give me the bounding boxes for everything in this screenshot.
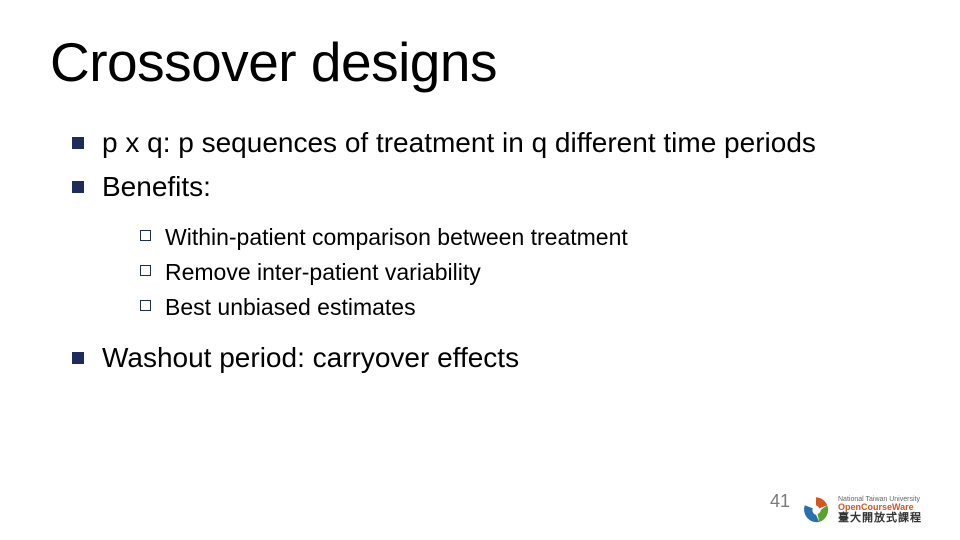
slide-title: Crossover designs xyxy=(50,30,910,94)
logo-line3: 臺大開放式課程 xyxy=(838,512,922,524)
list-item-text: Remove inter-patient variability xyxy=(165,257,481,288)
square-filled-icon xyxy=(72,137,84,149)
logo-text: National Taiwan University OpenCourseWar… xyxy=(838,496,922,525)
logo-row: National Taiwan University OpenCourseWar… xyxy=(800,494,930,526)
list-item: Benefits: xyxy=(50,168,910,206)
list-item-text: Best unbiased estimates xyxy=(165,292,416,323)
logo-line2: OpenCourseWare xyxy=(838,503,922,513)
list-item-text: Washout period: carryover effects xyxy=(102,339,519,377)
list-item: Remove inter-patient variability xyxy=(50,257,910,288)
list-item-text: Within-patient comparison between treatm… xyxy=(165,222,628,253)
bullet-list-lvl1-after: Washout period: carryover effects xyxy=(50,339,910,377)
list-item: Within-patient comparison between treatm… xyxy=(50,222,910,253)
square-filled-icon xyxy=(72,181,84,193)
ocw-logo-icon xyxy=(800,494,832,526)
square-filled-icon xyxy=(72,352,84,364)
list-item: Washout period: carryover effects xyxy=(50,339,910,377)
slide: Crossover designs p x q: p sequences of … xyxy=(0,0,960,540)
square-outline-icon xyxy=(140,300,151,311)
bullet-list-lvl1: p x q: p sequences of treatment in q dif… xyxy=(50,124,910,206)
square-outline-icon xyxy=(140,265,151,276)
list-item-text: Benefits: xyxy=(102,168,211,206)
page-number: 41 xyxy=(770,491,790,512)
list-item: p x q: p sequences of treatment in q dif… xyxy=(50,124,910,162)
list-item-text: p x q: p sequences of treatment in q dif… xyxy=(102,124,816,162)
square-outline-icon xyxy=(140,230,151,241)
ocw-logo: National Taiwan University OpenCourseWar… xyxy=(800,494,930,526)
list-item: Best unbiased estimates xyxy=(50,292,910,323)
bullet-list-lvl2: Within-patient comparison between treatm… xyxy=(50,222,910,323)
